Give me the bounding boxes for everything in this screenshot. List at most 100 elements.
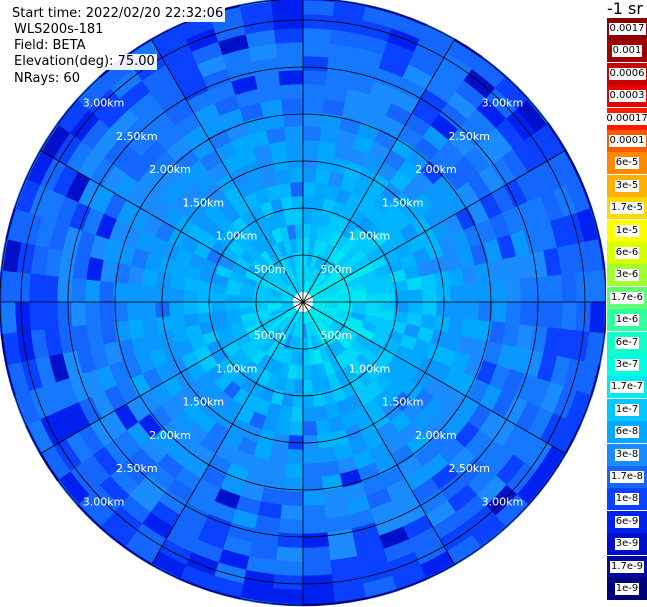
range-gate-cell [380, 292, 396, 303]
range-gate-cell [302, 379, 313, 395]
colorscale-label: 0.0006 [608, 67, 646, 80]
range-label: 2.50km [448, 462, 490, 475]
range-gate-cell [302, 532, 330, 549]
range-gate-cell [290, 407, 304, 423]
range-gate-cell [268, 446, 288, 464]
range-gate-cell [28, 301, 45, 331]
range-label: 1.50km [382, 396, 424, 409]
range-gate-cell [302, 27, 332, 44]
colorscale-entry: 1e-5 [607, 219, 647, 242]
colorscale-label: 0.001 [611, 45, 643, 58]
colorscale-label: 3e-6 [614, 269, 640, 282]
range-gate-cell [279, 83, 304, 100]
range-gate-cell [302, 490, 325, 507]
colorscale-entry: 6e-6 [607, 242, 647, 264]
range-gate-cell [519, 301, 536, 327]
range-label: 2.00km [415, 163, 457, 176]
range-gate-cell [274, 168, 291, 185]
range-label: 1.50km [382, 196, 424, 209]
range-gate-cell [272, 13, 304, 30]
colorscale-entry: 1.7e-6 [607, 286, 647, 309]
range-gate-cell [284, 462, 304, 479]
range-gate-cell [302, 0, 336, 2]
range-gate-cell [141, 317, 159, 337]
nrays-text: NRays: 60 [12, 71, 82, 87]
range-gate-cell [561, 301, 578, 331]
range-gate-cell [294, 223, 304, 239]
range-label: 2.00km [149, 163, 191, 176]
range-gate-cell [491, 301, 508, 324]
range-gate-cell [463, 283, 480, 303]
instrument-name: WLS200s-181 [12, 22, 106, 38]
colorscale-label: 3e-5 [614, 179, 640, 192]
range-label: 2.50km [116, 462, 158, 475]
colorscale-label: 3e-8 [614, 448, 640, 461]
range-gate-cell [14, 271, 31, 303]
range-gate-cell [589, 270, 606, 303]
range-label: 3.00km [482, 97, 524, 110]
range-gate-cell [275, 41, 304, 58]
colorscale-entry: 3e-8 [607, 443, 647, 466]
start-time-text: Start time: 2022/02/20 22:32:06 [10, 6, 226, 22]
colorscale-entry: 3e-6 [607, 264, 647, 287]
colorscale-label: 1e-8 [614, 493, 640, 506]
range-gate-cell [302, 139, 321, 156]
range-gate-cell [302, 407, 316, 423]
range-gate-cell [302, 546, 331, 563]
range-gate-cell [547, 301, 564, 330]
range-gate-cell [302, 181, 316, 197]
range-gate-cell [281, 97, 304, 114]
colorscale-label: 1.7e-5 [609, 202, 645, 215]
range-label: 500m [254, 263, 286, 276]
range-gate-cell [318, 140, 338, 158]
range-gate-cell [315, 419, 332, 436]
range-gate-cell [141, 267, 159, 287]
range-gate-cell [302, 560, 332, 577]
range-gate-cell [14, 301, 31, 333]
range-gate-cell [271, 0, 304, 16]
colorscale-entry: 1.7e-9 [607, 555, 647, 578]
range-gate-cell [408, 289, 424, 303]
range-gate-cell [70, 277, 87, 303]
range-gate-cell [302, 365, 312, 381]
range-gate-cell [302, 448, 321, 465]
range-gate-cell [302, 83, 327, 100]
range-gate-cell [126, 301, 143, 321]
range-gate-cell [295, 237, 304, 253]
range-gate-cell [285, 448, 304, 465]
range-gate-cell [272, 574, 304, 591]
range-gate-cell [302, 0, 335, 16]
range-gate-cell [505, 301, 522, 326]
range-gate-cell [224, 301, 240, 311]
range-gate-cell [274, 27, 304, 44]
range-gate-cell [274, 560, 304, 577]
range-gate-cell [447, 317, 465, 337]
range-label: 3.00km [482, 495, 524, 508]
colorscale-entry: 1e-7 [607, 398, 647, 421]
range-label: 500m [320, 263, 352, 276]
range-gate-cell [56, 275, 73, 303]
colorscale-entry: 3e-9 [607, 533, 647, 556]
range-label: 500m [320, 329, 352, 342]
range-gate-cell [575, 301, 592, 333]
colorscale-label: 0.0003 [608, 90, 646, 103]
azimuth-spoke [302, 150, 566, 303]
colorscale-label: 6e-7 [614, 336, 640, 349]
range-gate-cell [278, 518, 304, 535]
range-gate-cell [281, 490, 304, 507]
range-gate-cell [276, 532, 304, 549]
range-label: 1.00km [349, 362, 391, 375]
range-gate-cell [302, 125, 322, 142]
range-gate-cell [169, 314, 186, 331]
colorscale-label: 6e-5 [614, 157, 640, 170]
range-gate-cell [238, 301, 254, 310]
range-gate-cell [561, 273, 578, 303]
range-gate-cell [182, 289, 198, 303]
range-gate-cell [84, 278, 101, 303]
range-gate-cell [284, 125, 304, 142]
range-gate-cell [270, 0, 304, 2]
range-gate-cell [42, 274, 59, 303]
range-label: 500m [254, 329, 286, 342]
elevation-text: Elevation(deg): 75.00 [12, 54, 157, 70]
azimuth-spoke [151, 301, 304, 565]
